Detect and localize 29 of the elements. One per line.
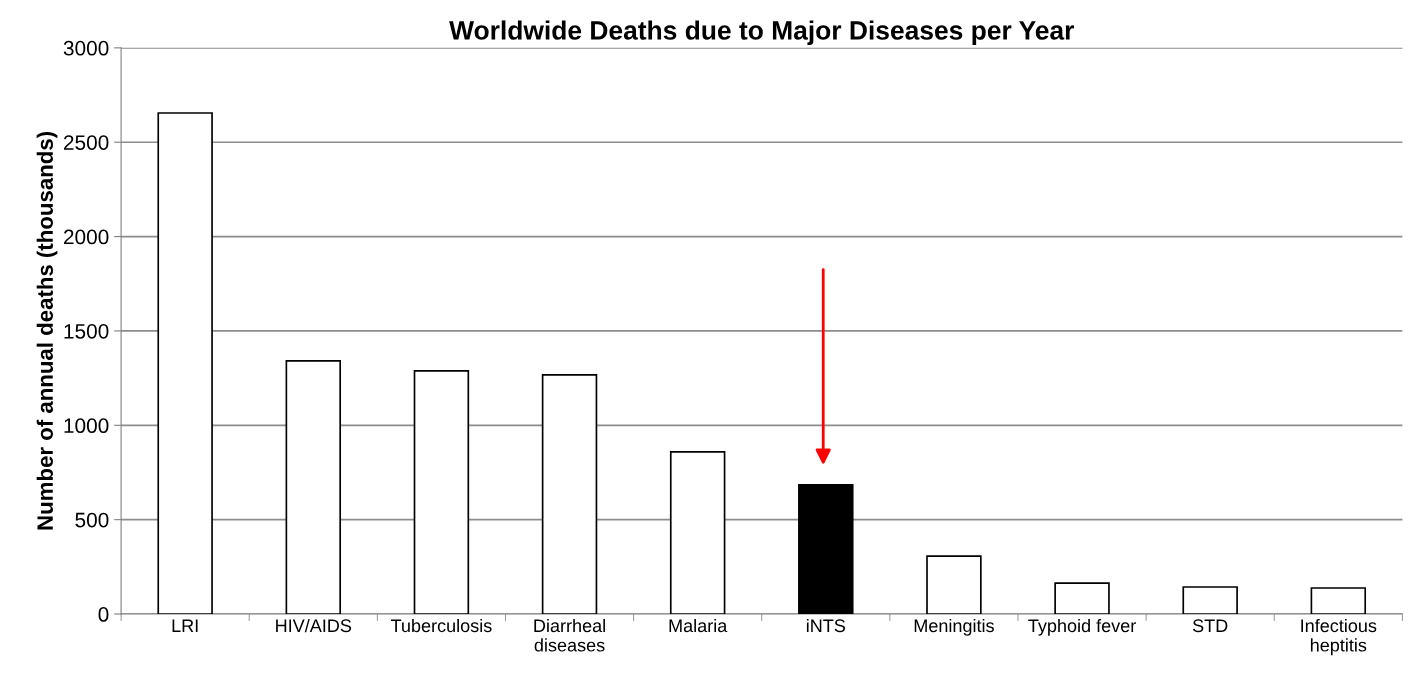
y-tick-label: 0 bbox=[98, 607, 109, 622]
y-tick-label: 500 bbox=[75, 512, 109, 528]
bar bbox=[157, 112, 213, 615]
y-tick-label: 2500 bbox=[63, 135, 109, 150]
bar bbox=[413, 370, 470, 615]
x-tick-label: Typhoid fever bbox=[1028, 618, 1136, 636]
bar bbox=[926, 555, 982, 615]
bar bbox=[669, 451, 726, 615]
bar bbox=[1310, 587, 1367, 615]
bar bbox=[285, 360, 342, 615]
x-tick-label: HIV/AIDS bbox=[276, 618, 352, 633]
x-tick-label: iNTS bbox=[806, 618, 846, 633]
x-tick-label: Diarrheal diseases bbox=[534, 618, 605, 652]
bar bbox=[1182, 586, 1238, 615]
y-tick-label: 1000 bbox=[64, 418, 109, 434]
x-tick-label: Malaria bbox=[669, 618, 728, 633]
y-tick-label: 1500 bbox=[64, 323, 109, 339]
chart-title: Worldwide Deaths due to Major Diseases per Year bbox=[449, 20, 1074, 45]
x-tick-label: Infectious heptitis bbox=[1301, 618, 1377, 656]
bar bbox=[541, 374, 598, 615]
bar bbox=[798, 484, 854, 615]
y-axis-title: Number of annual deaths (thousands) bbox=[36, 132, 58, 530]
x-tick-label: STD bbox=[1192, 619, 1228, 633]
y-tick-label: 3000 bbox=[63, 40, 109, 56]
x-tick-label: Tuberculosis bbox=[390, 618, 492, 633]
bar bbox=[1054, 582, 1110, 615]
x-tick-label: Meningitis bbox=[914, 618, 994, 636]
y-tick-label: 2000 bbox=[63, 229, 109, 245]
x-tick-label: LRI bbox=[172, 619, 198, 632]
